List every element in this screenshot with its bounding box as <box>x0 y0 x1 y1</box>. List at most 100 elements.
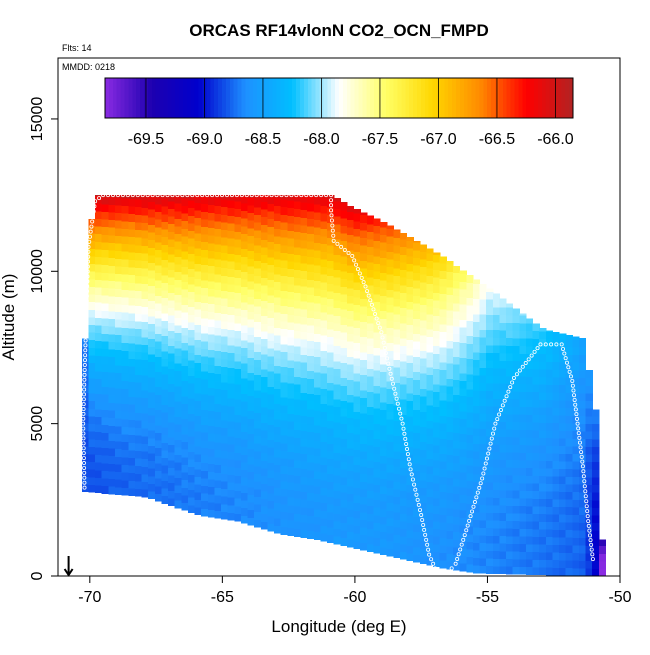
heatmap-cell <box>300 483 308 493</box>
heatmap-cell <box>300 438 308 447</box>
heatmap-cell <box>207 288 216 297</box>
heatmap-cell <box>539 437 547 446</box>
heatmap-cell <box>247 486 255 495</box>
heatmap-cell <box>360 481 368 490</box>
heatmap-cell <box>234 444 242 453</box>
heatmap-cell <box>267 317 275 326</box>
heatmap-cell <box>108 463 116 472</box>
heatmap-cell <box>492 337 500 346</box>
heatmap-cell <box>227 436 235 445</box>
heatmap-cell <box>300 346 308 355</box>
heatmap-cell <box>313 478 322 487</box>
heatmap-cell <box>406 385 414 394</box>
heatmap-cell <box>115 402 123 412</box>
heatmap-cell <box>565 483 573 492</box>
heatmap-cell <box>320 441 328 450</box>
heatmap-cell <box>439 278 447 287</box>
heatmap-cell <box>313 303 322 312</box>
heatmap-cell <box>221 320 229 330</box>
heatmap-cell <box>154 295 162 304</box>
heatmap-cell <box>88 431 96 440</box>
heatmap-cell <box>446 309 454 318</box>
heatmap-cell <box>254 260 262 269</box>
heatmap-cell <box>181 281 189 290</box>
flight-track-point <box>82 470 87 475</box>
heatmap-cell <box>161 381 169 390</box>
heatmap-cell <box>413 363 421 373</box>
heatmap-cell <box>486 550 494 559</box>
heatmap-cell <box>532 467 540 476</box>
heatmap-cell <box>459 555 467 564</box>
heatmap-cell <box>353 540 361 549</box>
heatmap-cell <box>360 351 368 360</box>
heatmap-cell <box>300 369 308 378</box>
heatmap-cell <box>134 404 143 413</box>
heatmap-cell <box>479 481 487 490</box>
heatmap-cell <box>300 384 308 394</box>
heatmap-cell <box>433 482 441 491</box>
heatmap-cell <box>419 296 428 306</box>
heatmap-cell <box>148 391 156 401</box>
heatmap-cell <box>187 359 196 369</box>
heatmap-cell <box>207 494 216 503</box>
heatmap-cell <box>300 354 308 363</box>
heatmap-cell <box>81 445 90 454</box>
flight-track-point <box>405 447 410 452</box>
heatmap-cell <box>545 567 553 576</box>
heatmap-cell <box>260 285 269 294</box>
heatmap-cell <box>346 501 355 510</box>
colorbar-segment <box>479 78 484 118</box>
heatmap-cell <box>207 250 216 259</box>
heatmap-cell <box>565 521 573 531</box>
heatmap-cell <box>134 221 143 231</box>
heatmap-cell <box>207 425 216 434</box>
heatmap-cell <box>134 366 143 375</box>
heatmap-cell <box>234 475 242 484</box>
heatmap-cell <box>479 474 487 483</box>
heatmap-cell <box>154 424 162 433</box>
heatmap-cell <box>115 349 123 358</box>
heatmap-cell <box>499 436 507 445</box>
flight-track-point <box>195 193 200 198</box>
heatmap-cell <box>168 254 176 263</box>
heatmap-cell <box>506 398 514 407</box>
colorbar-segment <box>393 78 398 118</box>
heatmap-cell <box>333 429 341 438</box>
heatmap-cell <box>194 316 202 325</box>
heatmap-cell <box>559 460 567 469</box>
heatmap-cell <box>280 267 288 276</box>
heatmap-cell <box>419 456 428 466</box>
heatmap-cell <box>267 500 275 509</box>
heatmap-cell <box>274 258 282 267</box>
heatmap-cell <box>433 452 441 461</box>
heatmap-cell <box>380 333 388 342</box>
heatmap-cell <box>287 215 295 224</box>
colorbar-segment <box>444 78 449 118</box>
heatmap-cell <box>194 430 202 440</box>
heatmap-cell <box>519 497 527 507</box>
heatmap-cell <box>181 289 189 298</box>
heatmap-cell <box>307 378 315 387</box>
heatmap-cell <box>479 382 487 391</box>
heatmap-cell <box>287 222 295 232</box>
heatmap-cell <box>154 401 162 411</box>
heatmap-cell <box>419 244 428 252</box>
flight-track-point <box>82 372 87 377</box>
heatmap-cell <box>115 425 123 434</box>
flight-track-point <box>576 426 581 431</box>
heatmap-cell <box>280 195 288 200</box>
heatmap-cell <box>287 420 295 430</box>
heatmap-cell <box>247 341 255 351</box>
heatmap-cell <box>380 485 388 495</box>
heatmap-cell <box>108 310 116 320</box>
heatmap-cell <box>499 512 507 521</box>
heatmap-cell <box>287 443 295 452</box>
heatmap-cell <box>386 441 394 450</box>
heatmap-cell <box>539 328 547 332</box>
heatmap-cell <box>115 235 123 244</box>
heatmap-cell <box>386 426 394 435</box>
heatmap-cell <box>559 544 567 553</box>
heatmap-cell <box>174 279 182 288</box>
heatmap-cell <box>525 421 534 431</box>
heatmap-cell <box>486 291 494 300</box>
